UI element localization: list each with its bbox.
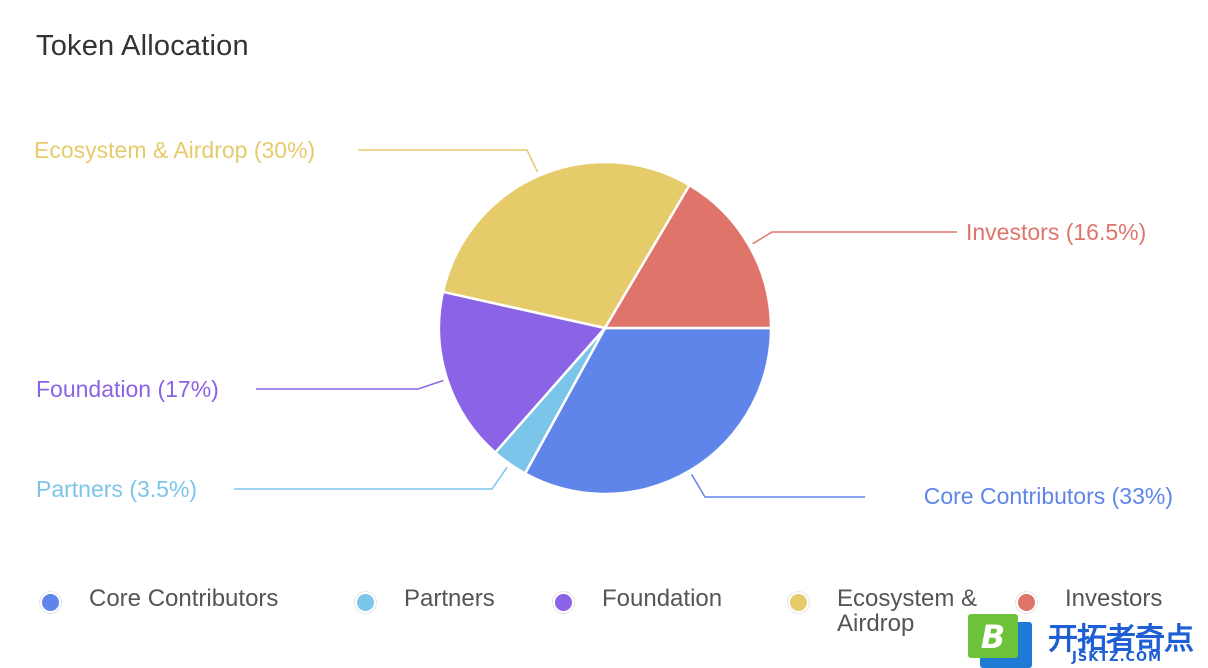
- legend-item-ecosystem-airdrop[interactable]: Ecosystem & Airdrop: [788, 586, 977, 636]
- leader-line: [358, 149, 539, 173]
- pie-chart: Core Contributors (33%) Partners (3.5%) Fo…: [34, 137, 1173, 509]
- data-label: Foundation (17%): [36, 376, 219, 402]
- watermark-text: 开拓者奇点: [1048, 622, 1194, 657]
- leader-line: [690, 473, 865, 498]
- watermark-subtext: JSKTZ.COM: [1072, 650, 1163, 665]
- svg-text:B: B: [981, 618, 1005, 656]
- data-label: Ecosystem & Airdrop (30%): [34, 137, 315, 163]
- data-label: Core Contributors (33%): [924, 483, 1173, 509]
- legend-dot: [1016, 592, 1037, 613]
- chart-title: Token Allocation: [36, 30, 249, 62]
- legend-label: Ecosystem & Airdrop: [837, 585, 978, 637]
- leader-line: [256, 379, 444, 390]
- data-label: Investors (16.5%): [966, 219, 1146, 245]
- data-label: Partners (3.5%): [36, 476, 197, 502]
- watermark-logo: B: [968, 614, 1032, 668]
- legend-dot: [355, 592, 376, 613]
- pie-slice-foundation[interactable]: [437, 290, 607, 454]
- legend-item-investors[interactable]: Investors: [1016, 586, 1162, 613]
- legend-dot: [788, 592, 809, 613]
- leader-line: [234, 466, 508, 490]
- legend-label: Investors: [1065, 585, 1163, 612]
- pie-slice-investors[interactable]: [603, 183, 773, 330]
- legend-item-foundation[interactable]: Foundation: [553, 586, 722, 613]
- pie-slice-ecosystem-airdrop[interactable]: [441, 160, 691, 330]
- legend-label: Core Contributors: [89, 585, 279, 612]
- legend-item-core-contributors[interactable]: Core Contributors: [40, 586, 278, 613]
- pie-slice-core-contributors[interactable]: [523, 326, 773, 496]
- legend-dot: [553, 592, 574, 613]
- legend-dot: [40, 592, 61, 613]
- legend-item-partners[interactable]: Partners: [355, 586, 495, 613]
- legend-label: Foundation: [602, 585, 723, 612]
- watermark: B 开拓者奇点 JSKTZ.COM: [966, 608, 1208, 668]
- legend-label: Partners: [404, 585, 495, 612]
- leader-line: [752, 231, 957, 245]
